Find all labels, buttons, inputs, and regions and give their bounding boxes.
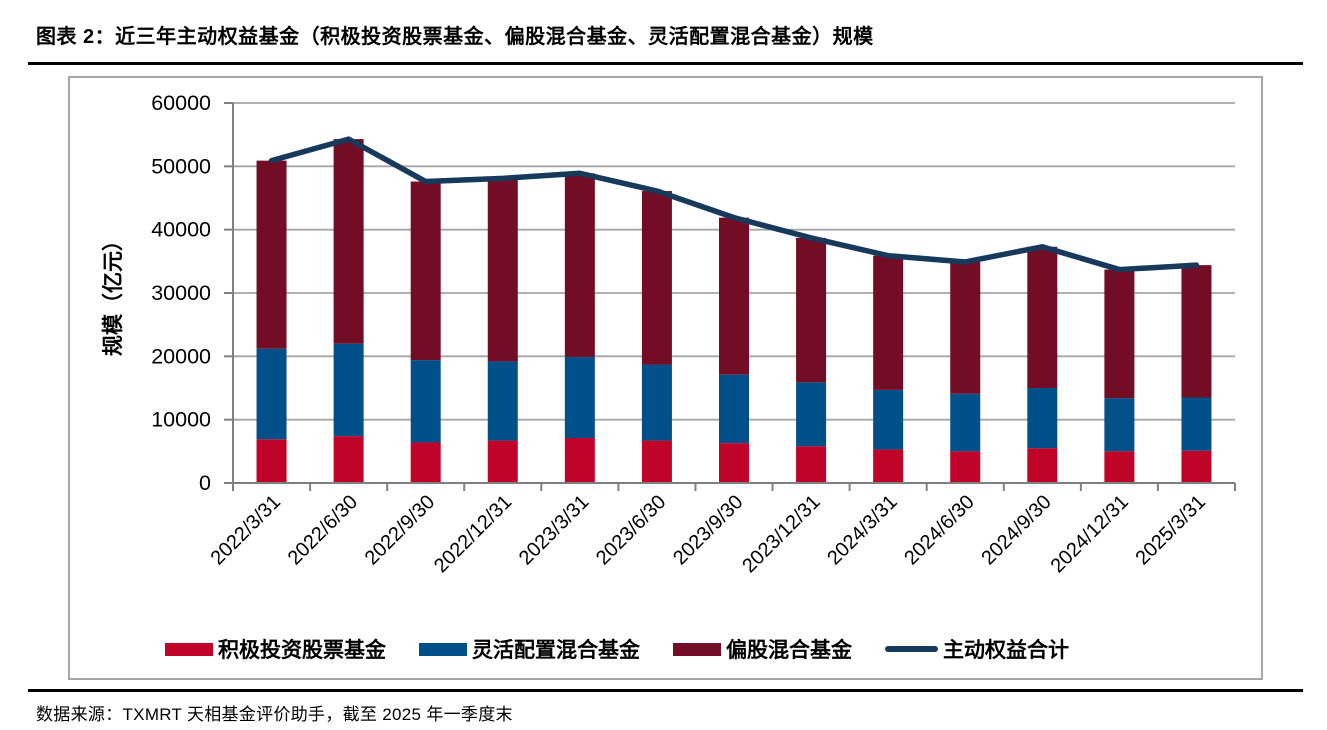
bar-segment [873, 255, 904, 390]
legend-label: 积极投资股票基金 [218, 639, 386, 662]
x-tick-label: 2024/6/30 [900, 491, 978, 569]
x-tick-label: 2022/6/30 [284, 491, 362, 569]
bar-segment [641, 440, 672, 483]
x-tick-label: 2022/3/31 [207, 491, 285, 569]
x-tick-label: 2023/12/31 [738, 491, 824, 577]
legend-line-swatch [885, 646, 938, 652]
x-tick-label: 2023/3/31 [515, 491, 593, 569]
bar-segment [487, 440, 518, 483]
y-tick-label: 60000 [151, 91, 211, 115]
legend-label: 主动权益合计 [943, 639, 1069, 662]
legend-item: 主动权益合计 [885, 634, 1069, 664]
bar-segment [796, 237, 827, 383]
x-tick-label: 2023/9/30 [669, 491, 747, 569]
bar-segment [1027, 246, 1058, 388]
bar-segment [1181, 450, 1212, 483]
bar-segment [873, 389, 904, 450]
bar-segment [719, 443, 749, 483]
bar-segment [1027, 388, 1058, 449]
bar-segment [796, 382, 827, 447]
bar-segment [410, 360, 441, 443]
legend-color-swatch [419, 642, 467, 656]
y-tick-label: 20000 [151, 344, 211, 368]
bar-segment [410, 442, 441, 483]
bar-segment [564, 356, 595, 439]
bar-segment [1104, 451, 1135, 483]
bar-segment [950, 393, 981, 452]
bar-segment [487, 178, 518, 362]
legend-label: 偏股混合基金 [726, 639, 852, 662]
bar-segment [719, 217, 749, 375]
y-axis-title: 规模（亿元） [101, 230, 125, 356]
y-tick-label: 40000 [151, 218, 211, 242]
bar-segment [641, 191, 672, 365]
x-tick-label: 2024/12/31 [1047, 491, 1133, 577]
bar-segment [564, 173, 595, 357]
bar-segment [1104, 398, 1135, 452]
bar-segment [796, 446, 827, 483]
figure-title: 图表 2：近三年主动权益基金（积极投资股票基金、偏股混合基金、灵活配置混合基金）… [36, 26, 874, 48]
bar-segment [333, 139, 364, 344]
bottom-divider [28, 689, 1303, 692]
y-tick-label: 0 [199, 471, 211, 495]
y-tick-label: 50000 [151, 154, 211, 178]
chart-legend: 积极投资股票基金 灵活配置混合基金 偏股混合基金 主动权益合计 [165, 634, 1069, 664]
bar-segment [873, 449, 904, 483]
legend-item: 灵活配置混合基金 [419, 634, 640, 664]
bar-segment [333, 343, 364, 437]
chart-canvas: 0 10000 20000 30000 40000 50000 60000 2022/3/31… [101, 91, 1236, 577]
legend-label: 灵活配置混合基金 [472, 639, 640, 662]
bar-segment [256, 439, 287, 483]
legend-color-swatch [673, 642, 721, 656]
bar-segment [487, 361, 518, 441]
top-divider [28, 62, 1303, 65]
total-line [268, 136, 1200, 273]
source-note: 数据来源：TXMRT 天相基金评价助手，截至 2025 年一季度末 [36, 705, 513, 724]
y-tick-label: 10000 [151, 408, 211, 432]
bar-segment [719, 374, 749, 444]
bar-segment [410, 181, 441, 361]
legend-color-swatch [165, 642, 213, 656]
bar-segment [1104, 269, 1135, 399]
x-tick-label: 2025/3/31 [1132, 491, 1210, 569]
bar-segment [333, 436, 364, 483]
bar-segment [564, 438, 595, 483]
y-tick-label: 30000 [151, 281, 211, 305]
bar-segment [256, 160, 287, 349]
x-tick-label: 2022/12/31 [430, 491, 516, 577]
chart-frame: 0 10000 20000 30000 40000 50000 60000 2022/3/31… [68, 76, 1263, 680]
bar-segment [1181, 397, 1212, 451]
legend-item: 偏股混合基金 [673, 634, 852, 664]
bar-segment [1181, 265, 1212, 398]
x-tick-label: 2022/9/30 [361, 491, 439, 569]
x-tick-label: 2023/6/30 [592, 491, 670, 569]
x-tick-label: 2024/9/30 [977, 491, 1055, 569]
bar-segment [641, 364, 672, 441]
bar-segment [1027, 448, 1058, 483]
bar-segment [950, 451, 981, 483]
bar-segment [950, 261, 981, 394]
bar-segment [256, 348, 287, 440]
legend-item: 积极投资股票基金 [165, 634, 386, 664]
x-tick-label: 2024/3/31 [823, 491, 901, 569]
